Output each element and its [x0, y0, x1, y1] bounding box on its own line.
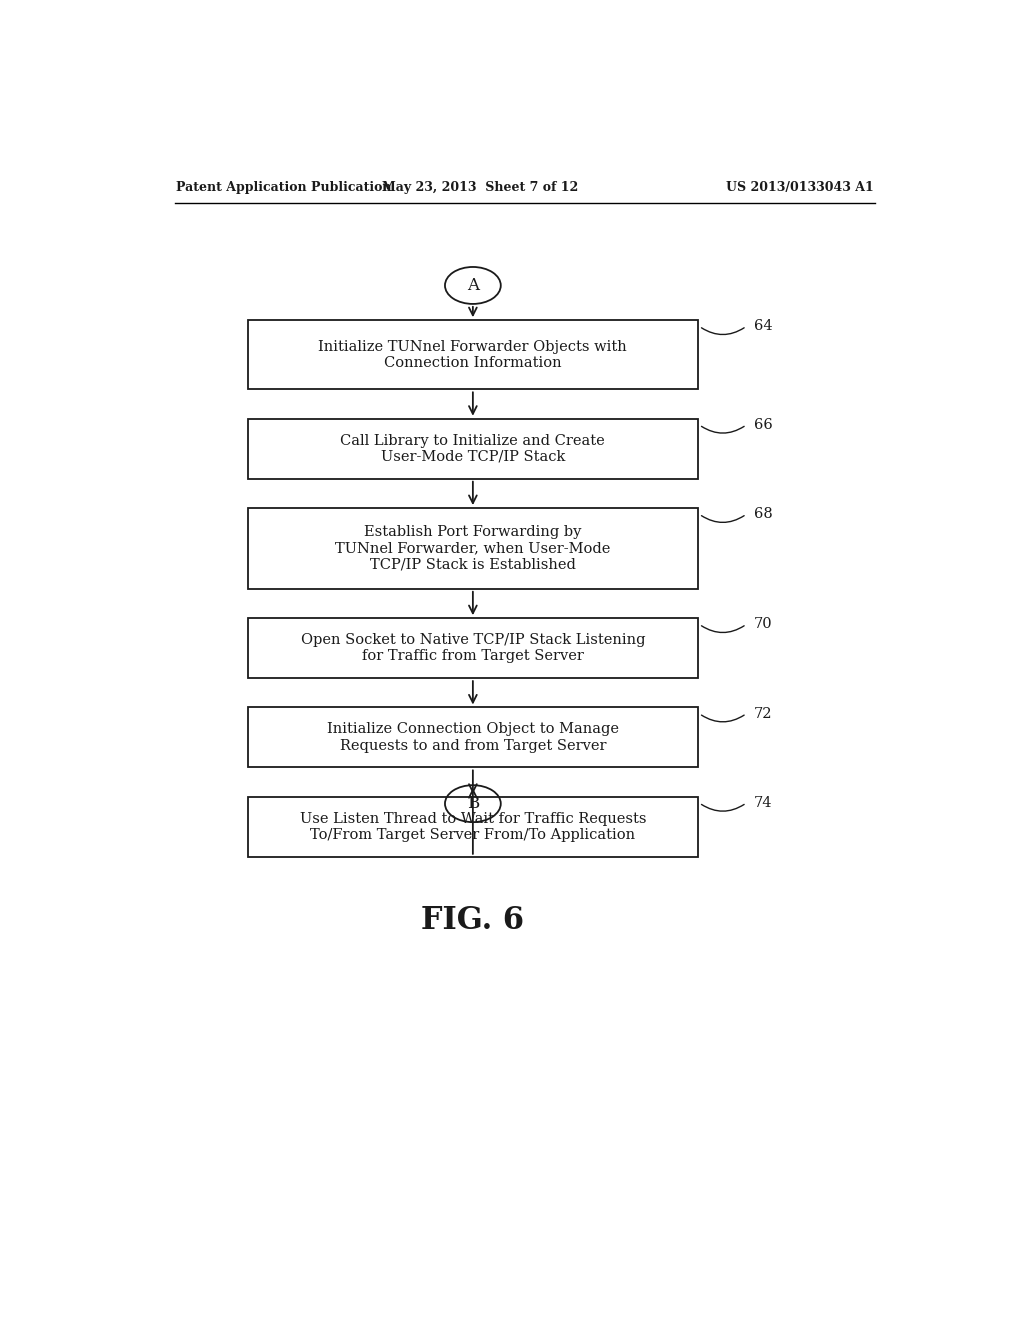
Text: Patent Application Publication: Patent Application Publication — [176, 181, 391, 194]
Bar — [248, 618, 697, 678]
Text: Initialize TUNnel Forwarder Objects with
Connection Information: Initialize TUNnel Forwarder Objects with… — [318, 339, 628, 370]
Text: Establish Port Forwarding by
TUNnel Forwarder, when User-Mode
TCP/IP Stack is Es: Establish Port Forwarding by TUNnel Forw… — [335, 525, 610, 572]
Text: Open Socket to Native TCP/IP Stack Listening
for Traffic from Target Server: Open Socket to Native TCP/IP Stack Liste… — [301, 634, 645, 663]
Bar — [248, 321, 697, 389]
Text: B: B — [467, 795, 479, 812]
Text: 70: 70 — [755, 618, 773, 631]
Text: US 2013/0133043 A1: US 2013/0133043 A1 — [726, 181, 873, 194]
Text: May 23, 2013  Sheet 7 of 12: May 23, 2013 Sheet 7 of 12 — [383, 181, 579, 194]
Text: A: A — [467, 277, 479, 294]
Bar — [248, 508, 697, 589]
Text: 66: 66 — [755, 418, 773, 432]
Text: 72: 72 — [755, 706, 773, 721]
Text: 74: 74 — [755, 796, 773, 810]
Text: Initialize Connection Object to Manage
Requests to and from Target Server: Initialize Connection Object to Manage R… — [327, 722, 618, 752]
Bar — [248, 418, 697, 479]
Text: 68: 68 — [755, 507, 773, 521]
Bar — [248, 797, 697, 857]
Bar — [248, 708, 697, 767]
Text: Use Listen Thread to Wait for Traffic Requests
To/From Target Server From/To App: Use Listen Thread to Wait for Traffic Re… — [300, 812, 646, 842]
Text: FIG. 6: FIG. 6 — [421, 906, 524, 936]
Text: Call Library to Initialize and Create
User-Mode TCP/IP Stack: Call Library to Initialize and Create Us… — [341, 433, 605, 463]
Text: 64: 64 — [755, 319, 773, 333]
